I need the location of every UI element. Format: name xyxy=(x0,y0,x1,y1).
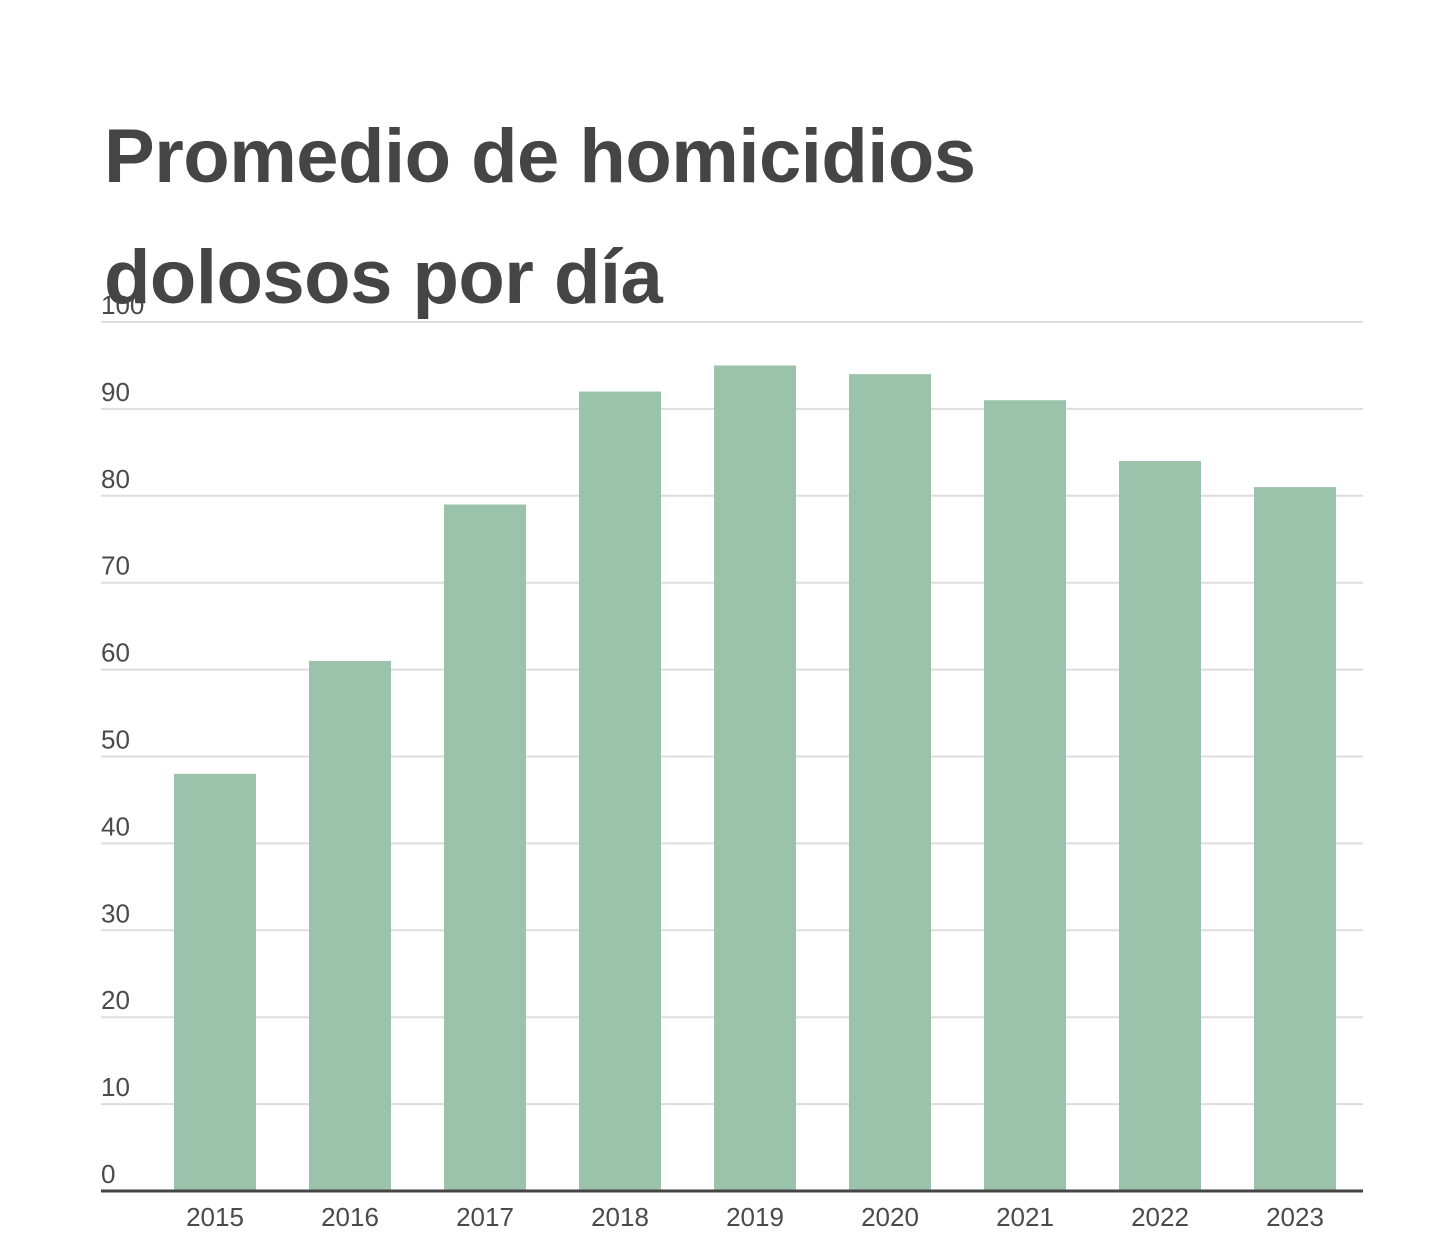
x-tick-label: 2022 xyxy=(1131,1202,1189,1232)
y-tick-label: 70 xyxy=(101,551,130,581)
x-tick-label: 2017 xyxy=(456,1202,514,1232)
x-tick-label: 2023 xyxy=(1266,1202,1324,1232)
bar-2021 xyxy=(984,400,1066,1192)
y-tick-label: 30 xyxy=(101,898,130,928)
bar-2022 xyxy=(1119,461,1201,1191)
bar-2019 xyxy=(714,365,796,1191)
y-tick-label: 100 xyxy=(101,290,144,320)
x-axis-ticks: 2015 2016 2017 2018 2019 2020 2021 2022 2023 xyxy=(186,1202,1324,1232)
y-tick-label: 50 xyxy=(101,725,130,755)
y-tick-label: 60 xyxy=(101,638,130,668)
y-tick-label: 20 xyxy=(101,985,130,1015)
bars xyxy=(174,365,1336,1192)
x-tick-label: 2018 xyxy=(591,1202,649,1232)
y-axis-ticks: 0 10 20 30 40 50 60 70 80 90 100 xyxy=(101,290,144,1189)
x-tick-label: 2016 xyxy=(321,1202,379,1232)
bar-2016 xyxy=(309,660,391,1191)
y-tick-label: 10 xyxy=(101,1072,130,1102)
x-tick-label: 2021 xyxy=(996,1202,1054,1232)
bar-2023 xyxy=(1254,487,1336,1191)
x-tick-label: 2019 xyxy=(726,1202,784,1232)
x-tick-label: 2020 xyxy=(861,1202,919,1232)
x-tick-label: 2015 xyxy=(186,1202,244,1232)
chart-title: Promedio de homicidios dolosos por día xyxy=(104,114,976,320)
y-tick-label: 80 xyxy=(101,464,130,494)
bar-2017 xyxy=(444,504,526,1191)
bar-2020 xyxy=(849,374,931,1191)
y-tick-label: 40 xyxy=(101,811,130,841)
y-tick-label: 90 xyxy=(101,377,130,407)
bar-2015 xyxy=(174,773,256,1191)
y-tick-label: 0 xyxy=(101,1159,115,1189)
bar-2018 xyxy=(579,391,661,1191)
